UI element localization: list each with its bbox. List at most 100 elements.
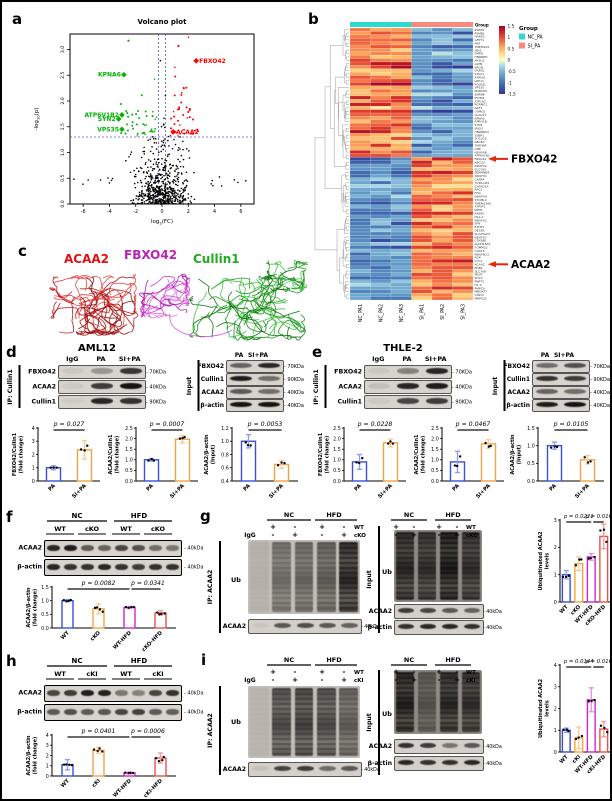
gene-row-label: PNPT1 xyxy=(475,280,485,284)
plus-minus: + xyxy=(436,668,442,676)
gene-row-label: H1-0 xyxy=(475,283,482,287)
y-tick-label: 1.0 xyxy=(41,598,49,604)
group-header: HFD xyxy=(131,512,148,520)
ribbon-squiggle xyxy=(270,279,290,292)
gene-row-label: SRGN xyxy=(475,65,484,69)
group-annotation-nc xyxy=(350,22,412,27)
wb-band xyxy=(91,398,113,404)
mw-marker: - 70KDa xyxy=(284,364,304,370)
coip-blot: IgG PA SI+PA IP: Cullin1 FBXO42 - 70KDa ACAA2 -… xyxy=(313,352,610,411)
blot-row-label: ACAA2 xyxy=(369,743,392,750)
y-tick-label: 0 xyxy=(554,750,557,756)
bar xyxy=(480,443,497,482)
plus-minus: - xyxy=(438,676,441,684)
gene-row-label: ABI1 xyxy=(475,48,482,52)
ub-smear-lane xyxy=(249,688,269,756)
group-header: HFD xyxy=(445,656,461,664)
wb-band xyxy=(425,398,448,404)
ribbon-squiggle xyxy=(108,282,137,305)
y-tick-label: 4 xyxy=(46,733,49,739)
wb-band xyxy=(341,622,359,629)
data-point xyxy=(605,540,608,544)
data-point xyxy=(599,529,602,532)
gene-row-label: FIS1 xyxy=(475,191,482,195)
y-axis-label: (fold change) xyxy=(421,436,427,474)
wb-band xyxy=(119,383,142,389)
y-tick-label: 1.5 xyxy=(527,426,535,432)
legend-label: NC_PA xyxy=(528,35,544,41)
mw-marker: - 70KDa xyxy=(452,370,472,376)
group-header: HFD xyxy=(326,656,342,664)
group-annotation-si xyxy=(411,22,473,27)
ribbon-squiggle xyxy=(287,266,307,290)
group-header: NC xyxy=(404,656,414,664)
panel-label-h: h xyxy=(6,652,17,670)
p-value: p = 0.0165 xyxy=(585,514,612,520)
gene-row-label: MCAT xyxy=(475,273,484,277)
gene-row-label: CISD3 xyxy=(475,293,484,297)
ribbon-squiggle xyxy=(150,275,175,291)
blot-row-label: β-actin xyxy=(17,564,42,571)
panel-label-e: e xyxy=(312,343,323,361)
ribbon-squiggle xyxy=(263,285,276,328)
labeled-point xyxy=(121,71,127,78)
ip-strip xyxy=(58,365,146,379)
ribbon-squiggle xyxy=(254,298,277,336)
y-tick-label: 2 xyxy=(554,545,557,551)
y-axis-label: levels xyxy=(545,700,551,716)
y-axis-label: levels xyxy=(545,553,551,569)
lane-header: cKI xyxy=(86,670,97,678)
y-tick-label: 2.5 xyxy=(333,426,341,432)
y-tick-label: 4 xyxy=(32,426,35,432)
data-point xyxy=(587,557,590,560)
lane-header: WT xyxy=(54,670,66,678)
blot-row-label: ACAA2 xyxy=(18,690,42,697)
wb-band xyxy=(425,383,448,389)
data-point xyxy=(101,610,104,613)
p-value: p = 0.0144 xyxy=(563,659,594,665)
data-point xyxy=(593,698,596,702)
gene-row-label: SDC3 xyxy=(475,276,483,280)
data-point xyxy=(101,750,104,753)
data-point xyxy=(577,736,580,739)
wb-band xyxy=(115,563,128,570)
wb-strip xyxy=(44,685,182,702)
plus-minus: - xyxy=(438,531,441,539)
group-header: NC xyxy=(72,657,83,665)
wb-band xyxy=(536,362,558,369)
y-tick-label: 0.0 xyxy=(125,479,133,485)
gene-row-label: ATP1A2 xyxy=(475,99,486,103)
wb-band xyxy=(368,383,391,389)
panel-d-chart: 0.0 0.5 1.0 1.5 2.0 2.5 ACAA2/Cullin1 (fold cha… xyxy=(108,421,198,500)
data-point xyxy=(96,749,99,753)
legend-title: Group xyxy=(519,26,538,32)
data-point xyxy=(79,448,83,451)
gene-row-label: SYN2 xyxy=(475,123,483,127)
y-axis-label: ACAA2/Cullin1 xyxy=(414,434,420,475)
data-point xyxy=(549,446,553,449)
y-tick-label: 2.0 xyxy=(125,436,133,442)
diet-wb: NC HFD WT cKO WT cKO ACAA2 - 40kDa β-actin - 40kD… xyxy=(17,512,203,571)
group-header: HFD xyxy=(326,511,342,519)
gene-row-label: NDUFA2 xyxy=(475,164,487,168)
blot-row-label: ACAA2 xyxy=(338,384,362,391)
gene-row-label: TMEM109 xyxy=(474,45,490,49)
gene-row-label: SLC7A5 xyxy=(475,167,487,171)
y-axis-label: ACAA2/β-actin xyxy=(26,735,32,776)
data-point xyxy=(67,599,70,603)
bar xyxy=(123,606,136,629)
plus-minus: + xyxy=(436,523,442,531)
ribbon-squiggle xyxy=(53,274,88,291)
y-tick-label: 0 xyxy=(32,479,35,485)
wb-band xyxy=(341,765,359,772)
gene-row-label: ABCG2 xyxy=(475,161,485,165)
y-axis-label: FBXO42/Cullin1 xyxy=(318,432,324,476)
wb-band xyxy=(368,368,391,374)
data-point xyxy=(127,771,130,775)
y-tick-label: 2 xyxy=(554,706,557,712)
x-tick-label: WT xyxy=(60,630,71,641)
wb-band xyxy=(119,368,142,374)
plus-minus: + xyxy=(411,531,417,539)
y-tick-label: 0.0 xyxy=(431,479,439,485)
